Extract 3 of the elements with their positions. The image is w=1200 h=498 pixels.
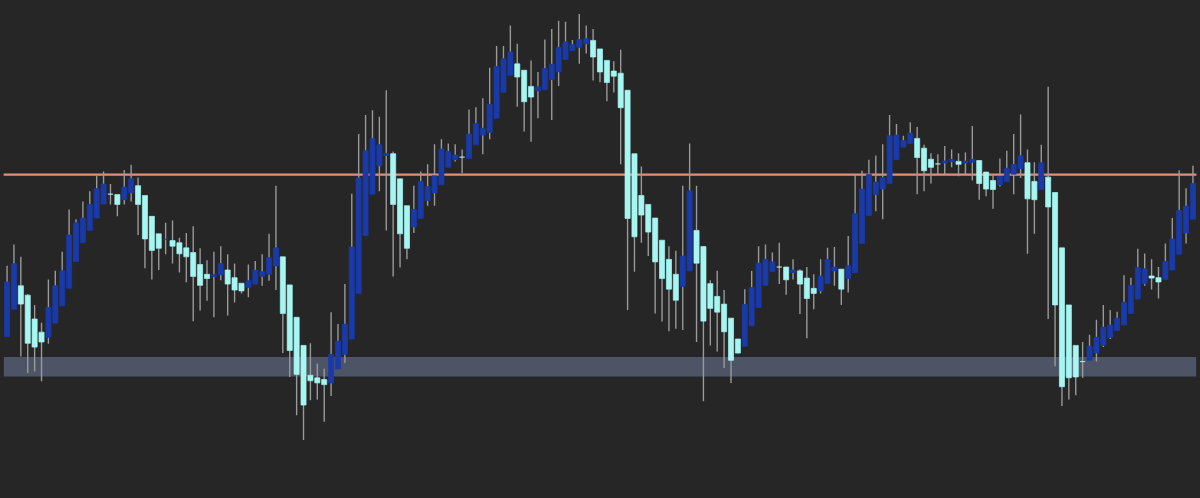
candlestick [955,152,962,177]
candlestick [459,148,466,175]
candlestick [790,258,796,281]
